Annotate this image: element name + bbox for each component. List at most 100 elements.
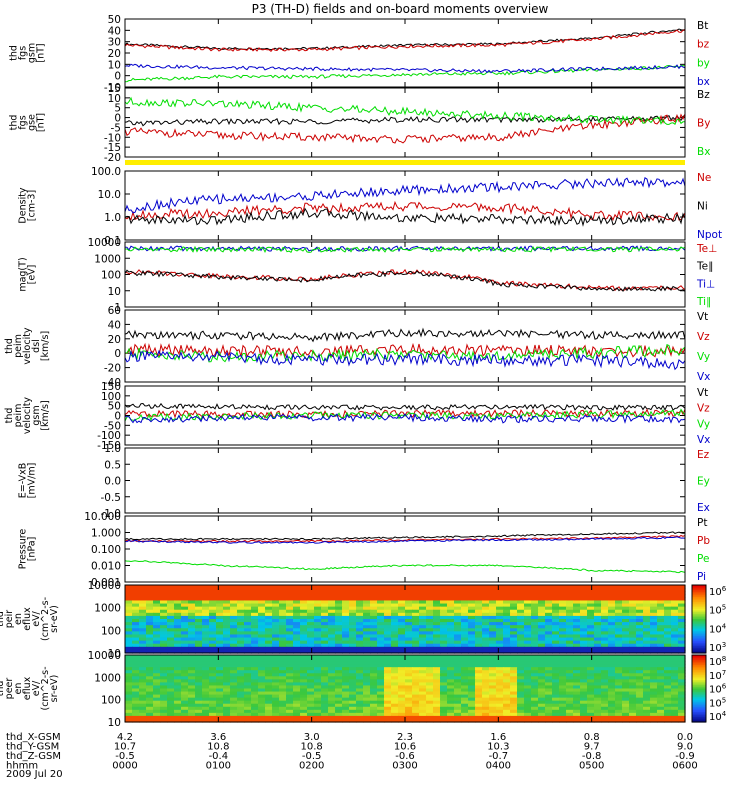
- heatmap-cell: [454, 600, 462, 605]
- heatmap-cell: [265, 697, 273, 702]
- heatmap-cell: [307, 603, 315, 608]
- heatmap-cell: [531, 594, 539, 598]
- heatmap-cell: [202, 676, 210, 680]
- heatmap-cell: [426, 661, 434, 665]
- heatmap-cell: [594, 640, 602, 645]
- heatmap-cell: [482, 625, 490, 629]
- heatmap-cell: [125, 670, 133, 674]
- heatmap-cell: [489, 625, 497, 629]
- heatmap-cell: [412, 709, 420, 714]
- heatmap-cell: [153, 625, 161, 629]
- heatmap-cell: [552, 676, 560, 680]
- heatmap-cell: [545, 643, 553, 648]
- heatmap-cell: [335, 661, 343, 665]
- heatmap-cell: [377, 667, 385, 671]
- heatmap-cell: [622, 606, 630, 611]
- ytick-label: 1000: [94, 603, 121, 615]
- heatmap-cell: [258, 649, 266, 654]
- heatmap-cell: [566, 631, 574, 636]
- heatmap-cell: [608, 709, 616, 714]
- heatmap-cell: [223, 661, 231, 665]
- heatmap-cell: [321, 625, 329, 629]
- heatmap-cell: [209, 676, 217, 680]
- heatmap-cell: [566, 706, 574, 711]
- heatmap-cell: [328, 712, 336, 717]
- heatmap-cell: [552, 709, 560, 714]
- heatmap-cell: [615, 700, 623, 705]
- heatmap-cell: [678, 637, 686, 642]
- heatmap-cell: [377, 691, 385, 696]
- heatmap-cell: [405, 712, 413, 717]
- heatmap-cell: [335, 594, 343, 598]
- heatmap-cell: [433, 703, 441, 708]
- heatmap-cell: [461, 670, 469, 674]
- heatmap-cell: [300, 612, 308, 617]
- heatmap-cell: [636, 634, 644, 639]
- heatmap-cell: [426, 619, 434, 623]
- heatmap-cell: [489, 585, 497, 589]
- heatmap-cell: [202, 697, 210, 702]
- heatmap-cell: [258, 628, 266, 632]
- heatmap-cell: [300, 631, 308, 636]
- heatmap-cell: [573, 625, 581, 629]
- heatmap-cell: [657, 606, 665, 611]
- heatmap-cell: [314, 697, 322, 702]
- heatmap-cell: [566, 637, 574, 642]
- heatmap-cell: [377, 661, 385, 665]
- footer-cell: 2.3: [397, 732, 413, 743]
- heatmap-cell: [664, 603, 672, 608]
- heatmap-cell: [188, 658, 196, 662]
- heatmap-cell: [566, 676, 574, 680]
- ytick-label: 1000: [94, 672, 121, 684]
- heatmap-cell: [412, 628, 420, 632]
- heatmap-cell: [629, 603, 637, 608]
- heatmap-cell: [125, 712, 133, 717]
- heatmap-cell: [664, 670, 672, 674]
- heatmap-cell: [503, 670, 511, 674]
- heatmap-cell: [181, 709, 189, 714]
- heatmap-cell: [314, 643, 322, 648]
- colorbar-segment: [692, 701, 706, 705]
- heatmap-cell: [538, 619, 546, 623]
- heatmap-cell: [146, 670, 154, 674]
- heatmap-cell: [272, 718, 280, 723]
- heatmap-cell: [398, 631, 406, 636]
- heatmap-cell: [622, 682, 630, 687]
- heatmap-cell: [615, 673, 623, 677]
- heatmap-cell: [587, 718, 595, 723]
- heatmap-cell: [216, 688, 224, 693]
- heatmap-cell: [223, 673, 231, 677]
- colorbar-segment: [692, 700, 706, 703]
- heatmap-cell: [622, 688, 630, 693]
- heatmap-cell: [321, 718, 329, 723]
- heatmap-cell: [468, 634, 476, 639]
- heatmap-cell: [482, 615, 490, 620]
- colorbar-segment: [692, 661, 706, 664]
- heatmap-cell: [160, 643, 168, 648]
- heatmap-cell: [461, 634, 469, 639]
- heatmap-cell: [524, 712, 532, 717]
- heatmap-cell: [167, 703, 175, 708]
- heatmap-cell: [531, 588, 539, 592]
- series-line-Ni: [124, 207, 686, 227]
- heatmap-cell: [188, 697, 196, 702]
- heatmap-cell: [125, 619, 133, 623]
- heatmap-cell: [335, 664, 343, 668]
- colorbar-segment: [692, 703, 706, 706]
- heatmap-cell: [629, 661, 637, 665]
- heatmap-cell: [468, 591, 476, 595]
- heatmap-cell: [517, 606, 525, 611]
- heatmap-cell: [363, 609, 371, 614]
- heatmap-cell: [223, 597, 231, 602]
- heatmap-cell: [440, 637, 448, 642]
- heatmap-cell: [608, 703, 616, 708]
- heatmap-cell: [433, 634, 441, 639]
- heatmap-cell: [265, 594, 273, 598]
- heatmap-cell: [384, 628, 392, 632]
- heatmap-cell: [664, 646, 672, 651]
- heatmap-cell: [678, 603, 686, 608]
- footer-cell: 0200: [299, 761, 324, 772]
- colorbar-segment: [692, 608, 706, 612]
- heatmap-cell: [587, 628, 595, 632]
- heatmap-cell: [573, 694, 581, 699]
